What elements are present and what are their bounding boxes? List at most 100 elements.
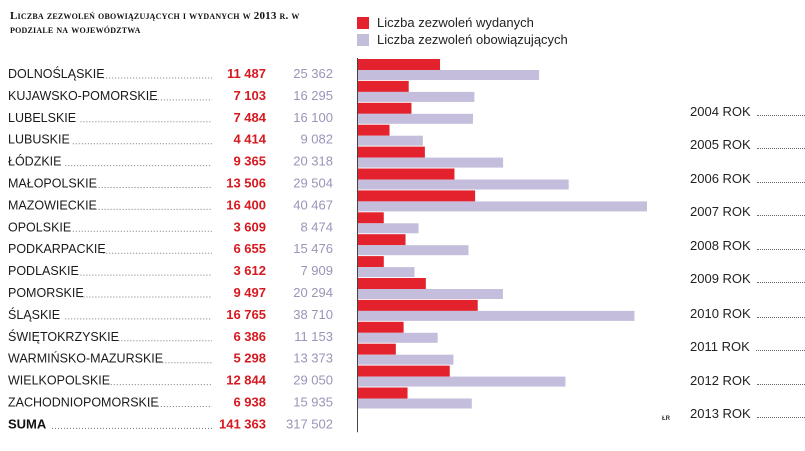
issued-value-label: 9 365 — [233, 154, 266, 169]
legend-item-issued: Liczba zezwoleń wydanych — [357, 14, 568, 31]
category-label: KUJAWSKO-POMORSKIE — [8, 89, 158, 103]
bar-issued — [358, 299, 478, 311]
category-label: LUBELSKIE — [8, 111, 76, 125]
year-label: 2008 ROK — [690, 238, 751, 253]
bar-issued — [358, 365, 450, 377]
bar-issued — [358, 343, 396, 355]
credit-text: ŁR — [662, 416, 670, 422]
valid-value-label: 15 935 — [293, 395, 333, 410]
category-label: WARMIŃSKO-MAZURSKIE — [8, 351, 163, 366]
bar-issued — [358, 124, 390, 136]
issued-value-label: 6 938 — [233, 395, 266, 410]
bar-valid — [358, 70, 540, 80]
year-item: 2013 ROK — [690, 406, 805, 422]
issued-value-label: 6 386 — [233, 329, 266, 344]
bar-issued — [358, 256, 384, 268]
issued-value-label: 3 612 — [233, 263, 266, 278]
leader-dots — [756, 138, 805, 149]
category-label: PODKARPACKIE — [8, 242, 106, 256]
leader-dots — [755, 340, 805, 351]
bar-valid — [358, 332, 438, 343]
issued-value-label: 12 844 — [226, 373, 267, 388]
year-item: 2009 ROK — [690, 271, 805, 287]
bar-issued — [358, 59, 441, 70]
year-label: 2006 ROK — [690, 171, 751, 186]
year-label: 2007 ROK — [690, 204, 751, 219]
year-item: 2007 ROK — [690, 204, 805, 220]
bar-valid — [358, 354, 454, 365]
bar-issued — [358, 168, 455, 180]
leader-dots — [756, 205, 805, 216]
bar-issued — [358, 146, 425, 158]
issued-value-label: 13 506 — [226, 176, 266, 191]
legend-label-valid: Liczba zezwoleń obowiązujących — [377, 32, 568, 47]
issued-value-label: 6 655 — [233, 241, 266, 256]
bar-issued — [358, 278, 426, 289]
valid-value-label: 15 476 — [293, 241, 333, 256]
leader-dots — [756, 239, 805, 250]
legend-swatch-valid — [357, 33, 369, 46]
year-label: 2004 ROK — [690, 104, 751, 119]
bar-valid — [358, 113, 473, 124]
bar-valid — [358, 157, 504, 168]
category-label: DOLNOŚLĄSKIE — [8, 66, 105, 81]
issued-value-label: 4 414 — [233, 132, 266, 147]
year-item: 2012 ROK — [690, 373, 805, 389]
bar-valid — [358, 179, 569, 190]
year-label: 2005 ROK — [690, 137, 751, 152]
bar-valid — [358, 201, 647, 212]
valid-value-label: 16 295 — [293, 88, 333, 103]
valid-value-label: 20 318 — [293, 154, 333, 169]
leader-dots — [756, 172, 805, 183]
category-label: ŚLĄSKIE — [8, 307, 60, 322]
leader-dots — [756, 407, 805, 418]
issued-value-label: 16 400 — [226, 197, 266, 212]
bar-issued — [358, 102, 412, 114]
chart-legend: Liczba zezwoleń wydanych Liczba zezwoleń… — [357, 14, 568, 48]
bar-issued — [358, 80, 409, 92]
issued-value-label: 11 487 — [227, 66, 266, 81]
bar-valid — [358, 289, 503, 299]
year-item: 2011 ROK — [690, 339, 805, 355]
category-label: ŚWIĘTOKRZYSKIE — [8, 329, 119, 344]
valid-value-label: 40 467 — [293, 197, 333, 212]
bar-valid — [358, 376, 566, 387]
year-label: 2010 ROK — [690, 306, 751, 321]
bar-valid — [358, 310, 635, 321]
valid-value-label: 16 100 — [293, 110, 333, 125]
year-label: 2013 ROK — [690, 406, 751, 421]
issued-value-label: 7 103 — [233, 88, 266, 103]
leader-dots — [756, 105, 805, 116]
leader-dots — [756, 374, 805, 385]
category-label: LUBUSKIE — [8, 133, 70, 147]
chart-title: Liczba zezwoleń obowiązujących i wydanyc… — [10, 10, 300, 36]
category-label: MAŁOPOLSKIE — [8, 177, 97, 191]
issued-value-label: 7 484 — [233, 110, 266, 125]
valid-value-label: 20 294 — [293, 285, 333, 300]
bar-valid — [358, 267, 415, 278]
bar-valid — [358, 245, 469, 256]
bar-issued — [358, 190, 476, 202]
category-label: WIELKOPOLSKIE — [8, 374, 110, 388]
valid-value-label: 38 710 — [293, 307, 333, 322]
issued-value-label: 5 298 — [233, 351, 266, 366]
bar-valid — [358, 135, 423, 146]
legend-label-issued: Liczba zezwoleń wydanych — [377, 15, 534, 30]
valid-value-label: 11 153 — [294, 329, 333, 344]
legend-item-valid: Liczba zezwoleń obowiązujących — [357, 31, 568, 48]
total-issued-value: 141 363 — [219, 416, 266, 431]
category-label: PODLASKIE — [8, 264, 79, 278]
category-label: ŁÓDZKIE — [8, 154, 62, 169]
issued-value-label: 9 497 — [233, 285, 266, 300]
bar-issued — [358, 234, 406, 246]
category-label: OPOLSKIE — [8, 220, 71, 234]
year-label: 2009 ROK — [690, 271, 751, 286]
valid-value-label: 8 474 — [300, 219, 333, 234]
leader-dots — [756, 272, 805, 283]
valid-value-label: 29 504 — [293, 176, 333, 191]
year-item: 2010 ROK — [690, 306, 805, 322]
bar-issued — [358, 387, 408, 399]
total-valid-value: 317 502 — [286, 416, 333, 431]
category-label: MAZOWIECKIE — [8, 198, 97, 212]
